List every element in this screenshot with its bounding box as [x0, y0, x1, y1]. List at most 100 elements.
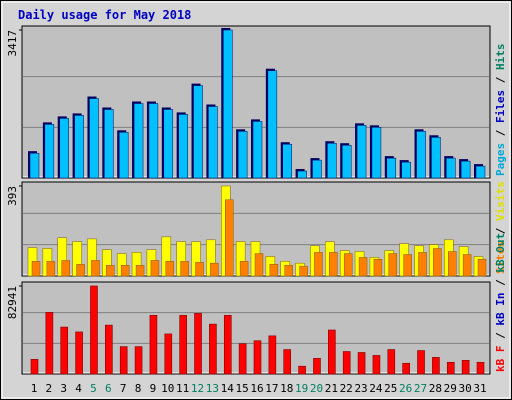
bar	[448, 251, 457, 277]
bar	[223, 315, 232, 375]
x-tick-label: 29	[444, 382, 457, 395]
bar	[178, 114, 188, 179]
x-tick-label: 14	[221, 382, 235, 395]
bar	[46, 261, 56, 277]
bar	[298, 365, 306, 375]
bar	[135, 264, 145, 277]
x-tick-label: 16	[250, 382, 263, 395]
bar	[194, 313, 202, 375]
legend-separator: /	[494, 273, 507, 293]
bar	[329, 252, 338, 277]
bar	[238, 343, 247, 375]
bar	[119, 346, 128, 375]
x-tick-label: 4	[75, 382, 82, 395]
x-tick-label: 3	[60, 382, 67, 395]
bar	[386, 157, 397, 179]
bar	[148, 103, 159, 179]
bar	[417, 350, 425, 375]
bar	[91, 260, 100, 277]
bar	[76, 264, 85, 277]
bar	[372, 355, 381, 375]
x-tick-label: 17	[265, 382, 278, 395]
bar	[387, 349, 396, 375]
legend: Sites / Visits	[494, 181, 507, 274]
x-tick-label: 25	[384, 382, 397, 395]
bar	[193, 85, 203, 179]
legend: Pages / Files / Hits	[494, 44, 507, 177]
bar	[327, 142, 337, 179]
bar	[120, 264, 130, 277]
x-tick-label: 8	[135, 382, 142, 395]
bar	[267, 70, 278, 179]
bar	[239, 261, 249, 277]
x-tick-label: 24	[369, 382, 383, 395]
bar	[403, 254, 412, 277]
x-tick-label: 19	[295, 382, 308, 395]
bar	[210, 262, 219, 277]
bar	[61, 260, 70, 277]
bar	[371, 127, 382, 179]
bar	[59, 118, 69, 179]
bar	[225, 199, 234, 277]
x-tick-label: 10	[161, 382, 174, 395]
bar	[314, 252, 323, 277]
bar	[165, 261, 175, 277]
bar	[357, 352, 366, 375]
bar	[461, 360, 470, 375]
x-tick-label: 26	[399, 382, 412, 395]
x-tick-label: 18	[280, 382, 293, 395]
bar	[343, 253, 353, 277]
bar	[446, 361, 455, 375]
x-tick-label: 12	[191, 382, 204, 395]
x-tick-label: 15	[236, 382, 249, 395]
bar	[118, 132, 129, 179]
bar	[269, 264, 279, 277]
bar	[297, 170, 307, 179]
x-tick-label: 9	[150, 382, 157, 395]
legend-entry: Hits	[494, 44, 507, 71]
x-tick-label: 13	[206, 382, 219, 395]
bar	[475, 165, 486, 179]
bar	[328, 329, 336, 375]
bar	[208, 106, 218, 179]
bar	[134, 346, 143, 375]
bar	[418, 252, 427, 277]
bar	[150, 260, 160, 277]
legend-separator: /	[494, 70, 507, 90]
bar	[179, 315, 187, 375]
bar	[90, 285, 98, 375]
bar	[163, 109, 174, 179]
bar	[431, 137, 441, 179]
bar	[209, 323, 217, 375]
bar	[433, 248, 442, 277]
bar	[283, 349, 292, 375]
bar	[312, 159, 322, 179]
bar	[358, 257, 368, 277]
bar	[60, 326, 69, 375]
x-tick-label: 31	[473, 382, 486, 395]
bar	[299, 265, 308, 277]
x-tick-label: 30	[459, 382, 472, 395]
bar	[133, 103, 144, 179]
bar	[388, 253, 398, 277]
bar	[164, 333, 173, 375]
x-tick-label: 20	[310, 382, 323, 395]
bar	[89, 98, 99, 179]
bar	[401, 161, 411, 179]
bar	[356, 125, 367, 179]
x-tick-label: 2	[46, 382, 53, 395]
x-tick-label: 6	[105, 382, 112, 395]
legend-separator: /	[494, 221, 507, 241]
bar	[268, 335, 277, 375]
bar	[44, 124, 55, 179]
bar	[223, 29, 233, 179]
legend: kB F / kB In / kB Out	[494, 233, 507, 372]
x-tick-label: 23	[354, 382, 367, 395]
chart-title: Daily usage for May 2018	[18, 8, 191, 22]
x-tick-label: 21	[325, 382, 338, 395]
bar	[282, 143, 292, 179]
legend-entry: Sites	[494, 241, 507, 274]
bar	[74, 115, 84, 179]
